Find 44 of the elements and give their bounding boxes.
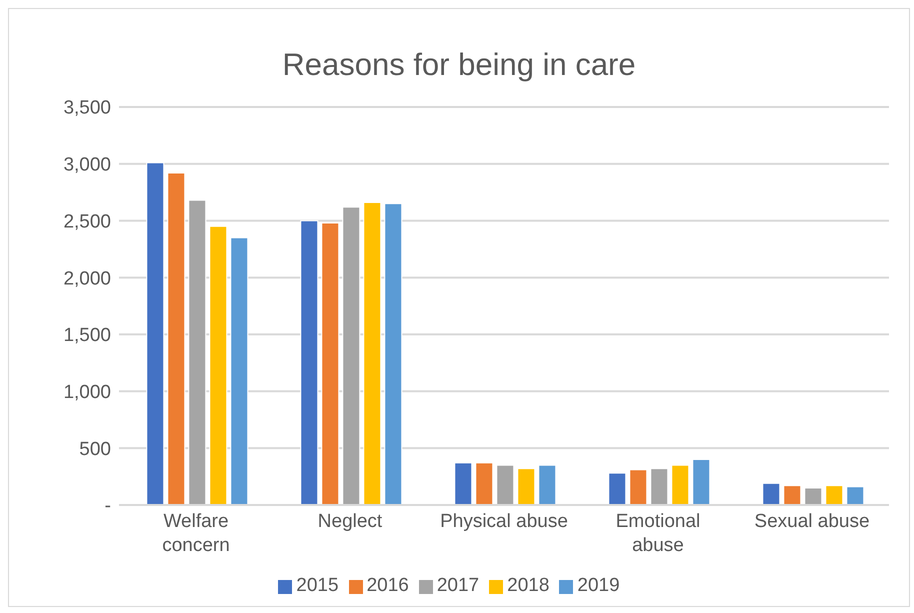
legend-label: 2019 <box>577 575 620 596</box>
bar <box>454 462 472 505</box>
bar <box>146 162 164 505</box>
bar <box>496 464 514 505</box>
bar <box>846 486 864 505</box>
x-tick-label: Emotional abuse <box>616 511 700 556</box>
bar <box>300 220 318 505</box>
legend-label: 2015 <box>296 575 339 596</box>
y-tick-label: 1,000 <box>63 382 111 404</box>
bar <box>363 202 382 505</box>
bar <box>692 459 710 505</box>
bar <box>475 462 494 505</box>
y-tick-label: 3,000 <box>63 154 111 176</box>
y-tick-label: 500 <box>79 438 111 460</box>
bar <box>209 226 228 505</box>
x-tick-label: Neglect <box>318 511 383 532</box>
bar <box>342 206 360 505</box>
bar <box>608 472 626 505</box>
bar <box>188 200 206 505</box>
bar <box>671 464 690 505</box>
x-tick-label: Welfare concern <box>162 511 230 556</box>
x-tick-label: Sexual abuse <box>754 511 870 532</box>
legend-label: 2016 <box>366 575 409 596</box>
bar <box>783 485 802 505</box>
bar <box>650 468 668 505</box>
bar <box>825 485 844 505</box>
bar <box>538 464 556 505</box>
x-tick-label: Physical abuse <box>440 511 568 532</box>
chart-title: Reasons for being in care <box>281 46 637 84</box>
bar <box>804 487 822 505</box>
y-tick-label: - <box>104 496 111 517</box>
bar <box>167 172 186 505</box>
y-tick-label: 2,500 <box>63 211 111 232</box>
bar <box>762 482 780 505</box>
bar <box>629 469 648 505</box>
y-tick-label: 1,500 <box>63 325 111 346</box>
bar <box>321 222 340 505</box>
bar <box>384 203 402 505</box>
y-tick-label: 3,500 <box>63 98 111 119</box>
bar <box>230 237 248 505</box>
bar <box>517 468 536 505</box>
y-tick-label: 2,000 <box>63 268 111 290</box>
legend-label: 2018 <box>507 575 550 596</box>
legend-label: 2017 <box>436 575 480 596</box>
